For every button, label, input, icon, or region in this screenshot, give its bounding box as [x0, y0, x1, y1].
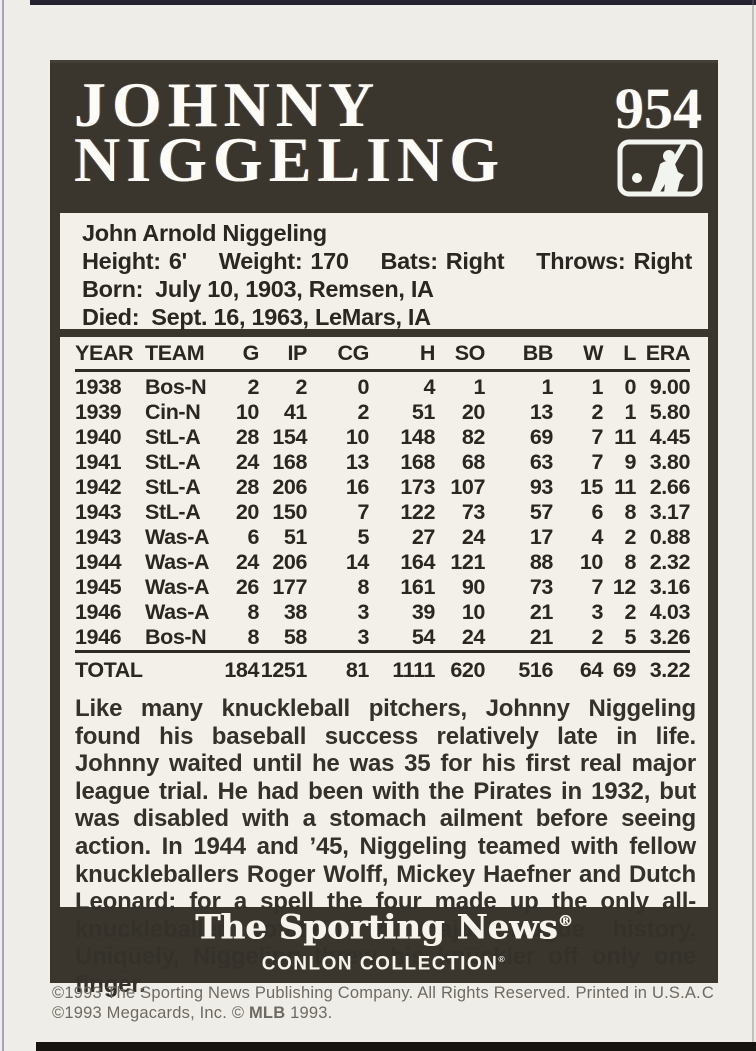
copyright-text-2c: 1993.	[285, 1003, 333, 1022]
stats-row: 1939 Cin-N 10 41 2 51 20 13 2 1 5.80	[75, 400, 690, 424]
collection-registered-mark: ®	[498, 953, 507, 964]
height-field: Height: 6'	[82, 247, 187, 275]
mlb-logo-icon	[617, 139, 703, 197]
bio-panel: John Arnold Niggeling Height: 6' Weight: 1…	[60, 213, 708, 331]
stats-row: 1946 Bos-N 8 58 3 54 24 21 2 5 3.26	[75, 625, 690, 649]
player-name-line2: NIGGELING	[74, 124, 505, 195]
died-value: Sept. 16, 1963, LeMars, IA	[151, 304, 431, 330]
stats-row: 1943 Was-A 6 51 5 27 24 17 4 2 0.88	[75, 525, 690, 549]
print-code: C	[701, 984, 714, 1002]
scan-edge-bottom	[36, 1042, 756, 1051]
born-value: July 10, 1903, Remsen, IA	[155, 276, 434, 302]
col-header-bb: BB	[485, 341, 553, 372]
throws-label: Throws:	[536, 248, 626, 274]
bio-physical-row: Height: 6' Weight: 170 Bats: Right Throws: R…	[82, 247, 698, 275]
scan-edge-right	[752, 0, 754, 1051]
brand-registered-mark: ®	[557, 912, 573, 931]
col-header-h: H	[369, 341, 435, 372]
player-name: JOHNNY NIGGELING	[74, 69, 505, 195]
stats-row: 1945 Was-A 26 177 8 161 90 73 7 12 3.16	[75, 575, 690, 599]
brand-text: The Sporting News	[195, 907, 558, 948]
copyright-text-1: ©1993 The Sporting News Publishing Compa…	[52, 984, 701, 1002]
copyright-text-2a: ©1993 Megacards, Inc. ©	[52, 1003, 249, 1022]
weight-field: Weight: 170	[219, 247, 349, 275]
throws-value: Right	[633, 248, 692, 274]
col-header-l: L	[603, 341, 636, 372]
stats-row: 1938 Bos-N 2 2 0 4 1 1 1 0 9.00	[75, 375, 690, 399]
stats-row: 1941 StL-A 24 168 13 168 68 63 7 9 3.80	[75, 450, 690, 474]
died-field: Died: Sept. 16, 1963, LeMars, IA	[82, 303, 698, 331]
col-header-team: TEAM	[145, 341, 211, 372]
stats-total-row: TOTAL 184 1251 81 1111 620 516 64 69 3.22	[75, 650, 690, 683]
height-value: 6'	[168, 248, 187, 274]
weight-value: 170	[310, 248, 349, 274]
brand-block: The Sporting News® CONLON COLLECTION®	[50, 903, 718, 975]
bats-label: Bats:	[380, 248, 439, 274]
born-field: Born: July 10, 1903, Remsen, IA	[82, 275, 698, 303]
copyright-text-2b: MLB	[248, 1003, 286, 1022]
throws-field: Throws: Right	[536, 247, 692, 275]
total-label: TOTAL	[75, 650, 211, 683]
stats-row: 1946 Was-A 8 38 3 39 10 21 3 2 4.03	[75, 600, 690, 624]
career-summary-text: Like many knuckleball pitchers, Johnny N…	[75, 695, 696, 998]
col-header-year: YEAR	[75, 341, 145, 372]
scan-edge-left	[2, 0, 4, 1051]
bats-value: Right	[445, 248, 505, 274]
stats-row: 1943 StL-A 20 150 7 122 73 57 6 8 3.17	[75, 500, 690, 524]
collection-text: CONLON COLLECTION	[261, 953, 499, 974]
stats-row: 1944 Was-A 24 206 14 164 121 88 10 8 2.32	[75, 550, 690, 574]
col-header-g: G	[211, 341, 259, 372]
copyright-line-1: ©1993 The Sporting News Publishing Compa…	[52, 984, 714, 1004]
bio-text-block: John Arnold Niggeling Height: 6' Weight: 1…	[60, 213, 708, 331]
stats-row: 1942 StL-A 28 206 16 173 107 93 15 11 2.66	[75, 475, 690, 499]
col-header-era: ERA	[636, 341, 690, 372]
col-header-ip: IP	[259, 341, 307, 372]
player-name-line1: JOHNNY	[74, 69, 381, 140]
born-label: Born:	[82, 276, 144, 302]
weight-label: Weight:	[218, 248, 303, 274]
scan-edge-top	[30, 0, 756, 5]
col-header-cg: CG	[307, 341, 369, 372]
card-number: 954	[615, 76, 702, 141]
col-header-so: SO	[435, 341, 485, 372]
stats-panel: YEAR TEAM G IP CG H SO BB W L ERA 1938 Bos-N 2 2 0 4 1 1 1 0…	[60, 337, 708, 998]
copyright-block: ©1993 The Sporting News Publishing Compa…	[52, 984, 714, 1023]
copyright-line-2: ©1993 Megacards, Inc. © MLB 1993.	[52, 1004, 714, 1024]
died-label: Died:	[82, 304, 140, 330]
player-full-name: John Arnold Niggeling	[82, 220, 327, 246]
bats-field: Bats: Right	[381, 247, 505, 275]
col-header-w: W	[553, 341, 603, 372]
height-label: Height:	[82, 248, 161, 274]
stats-row: 1940 StL-A 28 154 10 148 82 69 7 11 4.45	[75, 425, 690, 449]
conlon-collection-label: CONLON COLLECTION®	[50, 948, 718, 975]
stats-table: YEAR TEAM G IP CG H SO BB W L ERA 1938 Bos-N 2 2 0 4 1 1 1 0…	[75, 341, 690, 683]
baseball-card-back: JOHNNY NIGGELING 954 John Arnold Niggeli…	[50, 60, 718, 998]
sporting-news-logo: The Sporting News®	[50, 903, 718, 948]
